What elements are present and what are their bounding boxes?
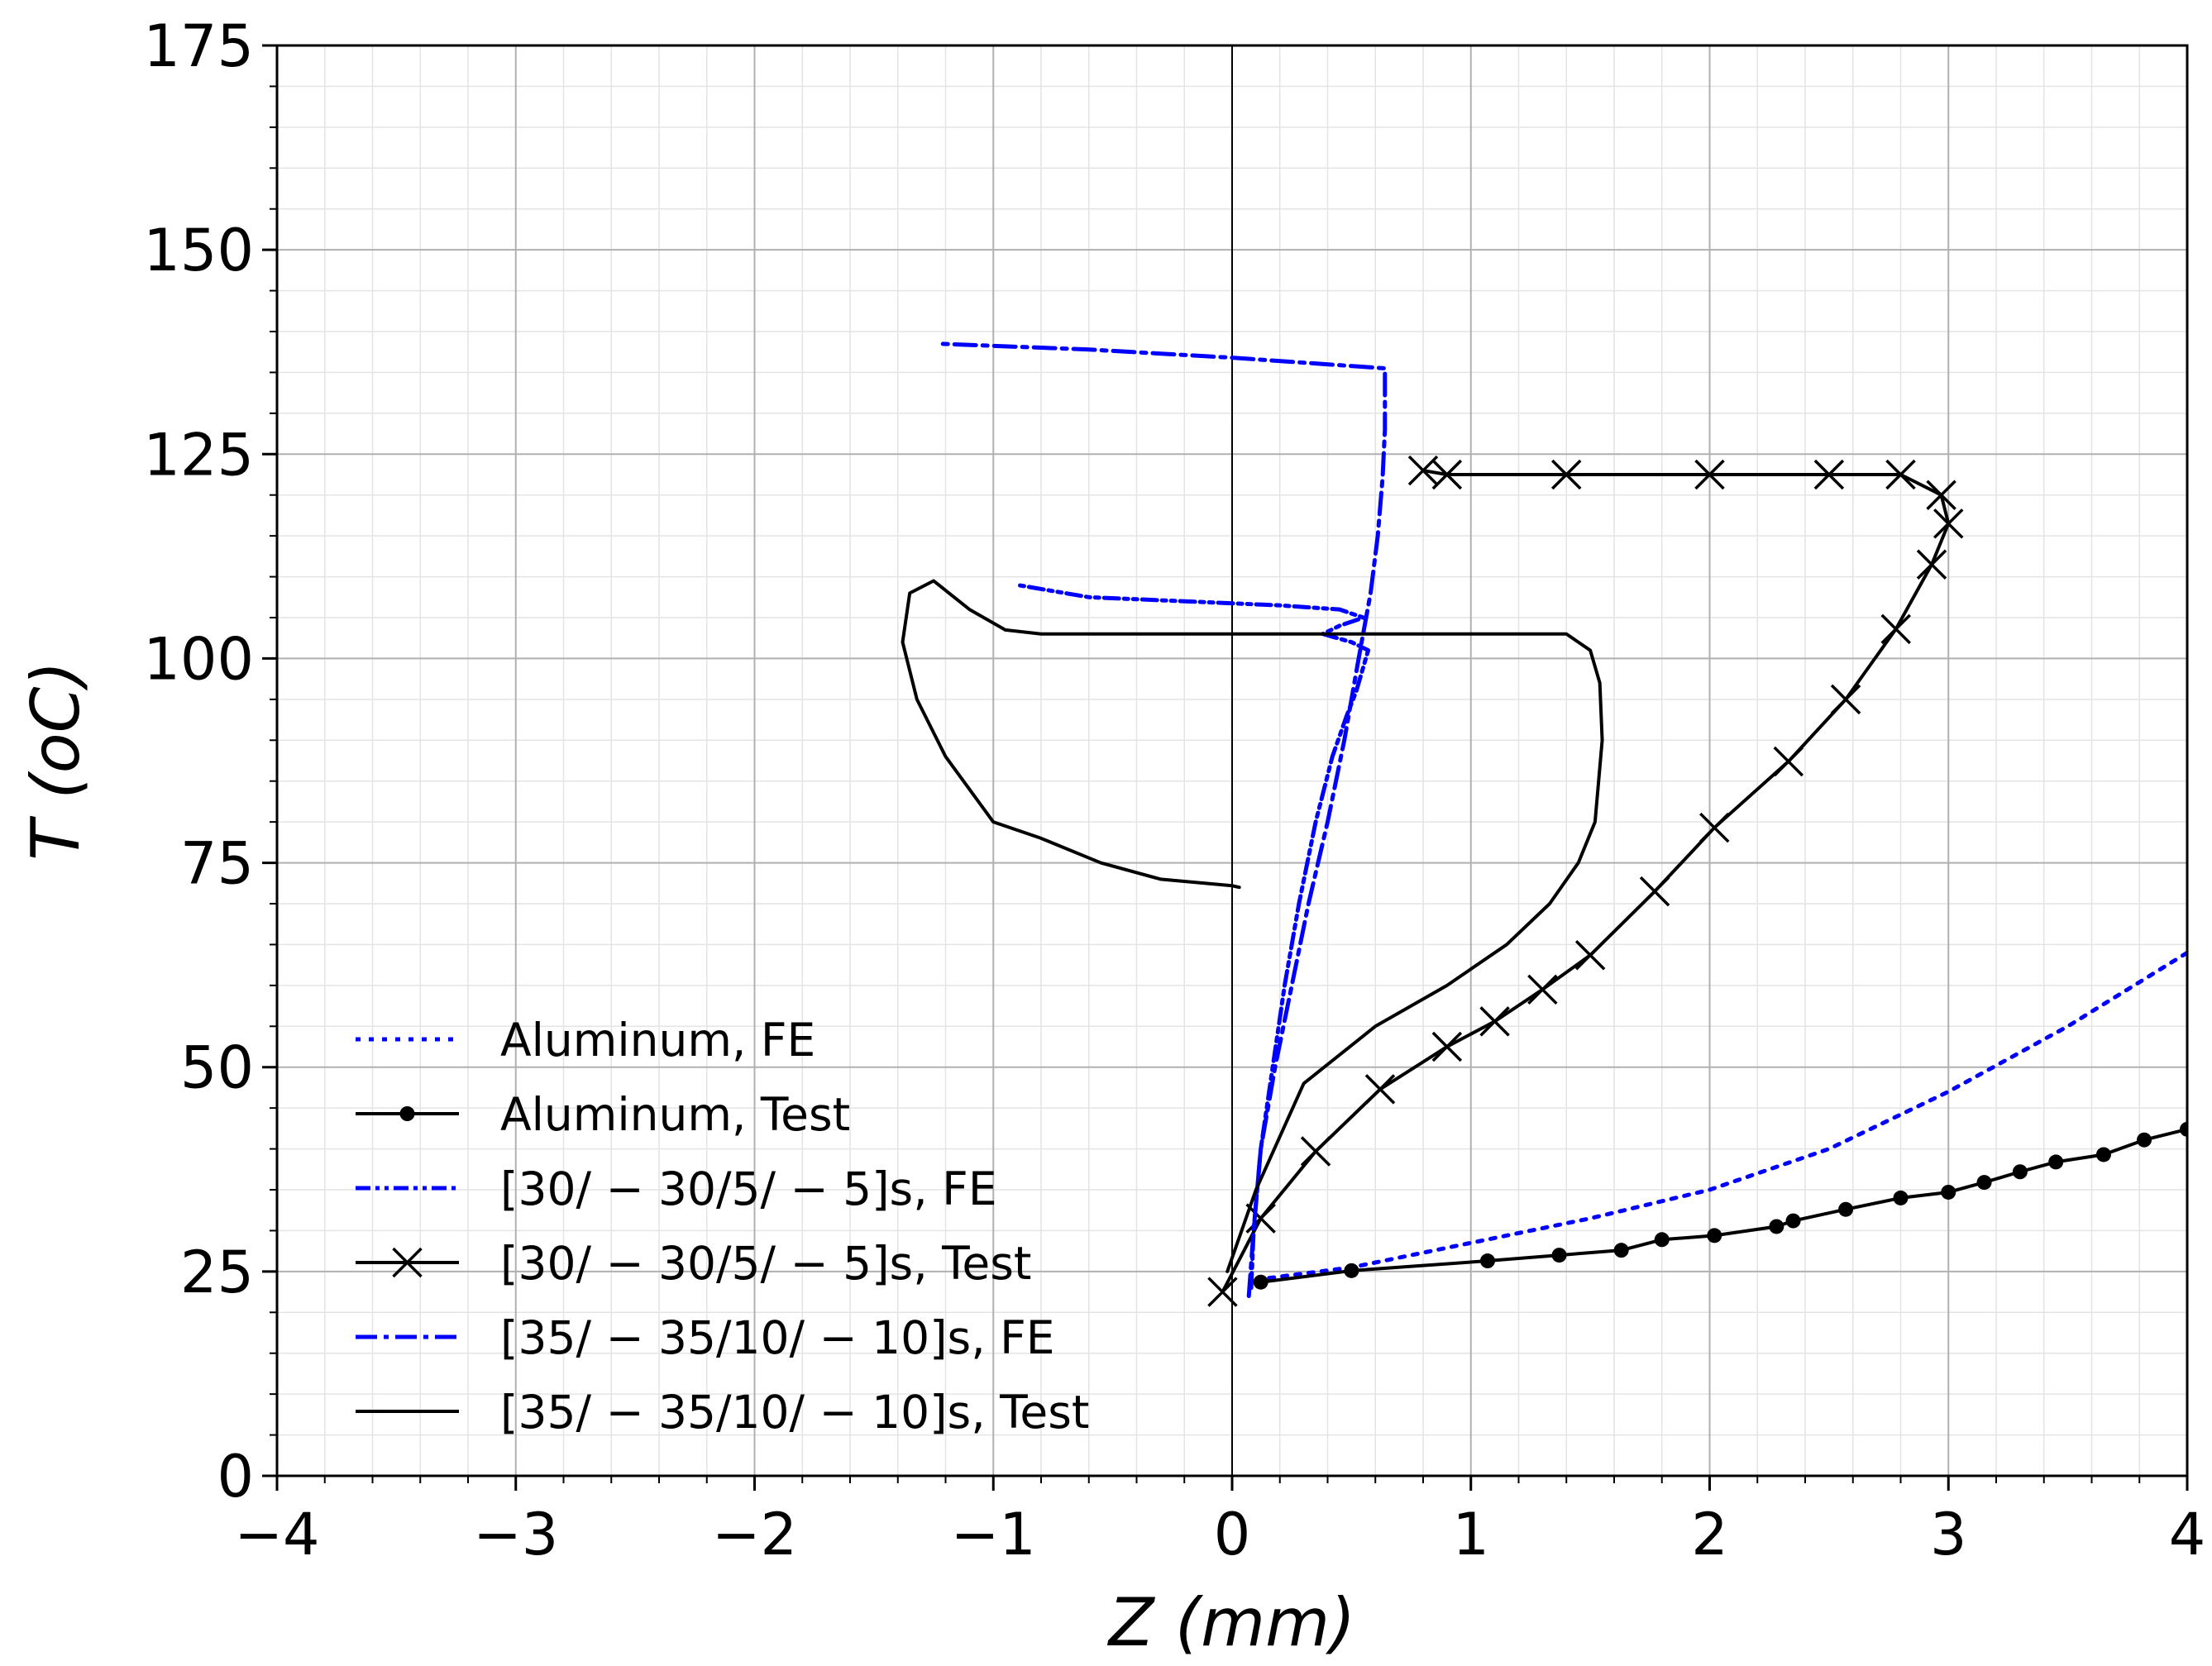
series-5	[901, 579, 1604, 1273]
data-point	[2012, 1164, 2028, 1180]
x-tick-label: −3	[473, 1501, 558, 1568]
y-tick-label: 150	[143, 217, 254, 284]
x-tick-label: −1	[951, 1501, 1036, 1568]
series-3	[1207, 455, 1964, 1307]
series-1	[1253, 1121, 2187, 1290]
data-point	[1694, 459, 1725, 490]
x-axis-ticks: −4 −3 −2 −1 0 1 2 3 4	[234, 1476, 2205, 1568]
data-point	[1838, 1201, 1854, 1217]
series-line-3	[1221, 469, 1951, 1294]
data-point	[1364, 1074, 1396, 1105]
data-point	[2048, 1154, 2064, 1170]
x-tick-label: 3	[1930, 1501, 1967, 1568]
data-point	[1707, 1228, 1722, 1244]
x-tick-label: −2	[712, 1501, 797, 1568]
data-point	[1207, 1277, 1238, 1307]
y-tick-label: 25	[180, 1239, 254, 1306]
data-point	[1639, 876, 1670, 907]
x-tick-label: −4	[234, 1501, 319, 1568]
data-point	[1574, 940, 1606, 971]
data-point	[1245, 1203, 1276, 1234]
y-tick-label: 50	[180, 1034, 254, 1102]
data-point	[1654, 1232, 1670, 1248]
data-point	[1893, 1190, 1909, 1205]
y-tick-label: 0	[217, 1443, 254, 1511]
legend-label-2: [30/ − 30/5/ − 5]s, FE	[500, 1162, 997, 1215]
x-tick-label: 0	[1214, 1501, 1251, 1568]
x-tick-label: 4	[2169, 1501, 2206, 1568]
x-tick-label: 2	[1691, 1501, 1728, 1568]
y-tick-label: 100	[143, 625, 254, 693]
x-tick-label: 1	[1452, 1501, 1489, 1568]
y-axis-ticks: 0 25 50 75 100 125 150 175	[143, 12, 277, 1511]
series-line-4	[939, 341, 1388, 1299]
legend-label-5: [35/ − 35/10/ − 10]s, Test	[500, 1386, 1089, 1439]
data-point	[1773, 746, 1804, 777]
y-tick-label: 75	[180, 830, 254, 898]
series-line-5	[901, 579, 1604, 1273]
legend: Aluminum, FE Aluminum, Test [30/ − 30/5/ −…	[356, 1014, 1089, 1439]
data-point	[1613, 1243, 1629, 1258]
series-line-1	[1259, 1127, 2187, 1284]
data-point	[1551, 1248, 1567, 1263]
legend-label-3: [30/ − 30/5/ − 5]s, Test	[500, 1237, 1032, 1290]
series-layer	[901, 341, 2187, 1307]
y-tick-label: 175	[143, 12, 254, 80]
data-point	[1431, 1031, 1463, 1062]
data-point	[1527, 974, 1558, 1005]
data-point	[1407, 455, 1439, 486]
series-0	[1254, 950, 2187, 1282]
series-line-2	[1015, 582, 1371, 1291]
data-point	[1933, 508, 1964, 539]
data-point	[1885, 459, 1916, 490]
data-point	[2137, 1132, 2152, 1148]
legend-marker-1	[399, 1106, 415, 1121]
data-point	[1699, 812, 1730, 843]
data-point	[1880, 613, 1911, 645]
legend-label-4: [35/ − 35/10/ − 10]s, FE	[500, 1311, 1055, 1364]
legend-marker-3	[392, 1247, 423, 1278]
y-tick-label: 125	[143, 421, 254, 489]
y-axis-label: T (oC)	[17, 661, 94, 861]
data-point	[2095, 1147, 2111, 1162]
data-point	[1785, 1213, 1801, 1229]
data-point	[1253, 1274, 1268, 1290]
series-4	[939, 341, 1388, 1299]
data-point	[1479, 1006, 1510, 1037]
series-line-0	[1254, 950, 2187, 1282]
data-point	[1551, 459, 1582, 490]
data-point	[1769, 1219, 1784, 1234]
data-point	[1813, 459, 1845, 490]
data-point	[1479, 1253, 1495, 1269]
legend-label-0: Aluminum, FE	[500, 1014, 815, 1067]
series-2	[1015, 582, 1371, 1291]
data-point	[1830, 684, 1861, 715]
data-point	[1344, 1263, 1359, 1278]
data-point	[1926, 480, 1956, 510]
data-point	[2180, 1121, 2187, 1137]
data-point	[1300, 1136, 1331, 1167]
data-point	[1916, 549, 1947, 580]
data-point	[1941, 1184, 1956, 1200]
legend-label-1: Aluminum, Test	[500, 1088, 850, 1141]
data-point	[1976, 1175, 1992, 1191]
x-axis-label: Z (mm)	[1107, 1584, 1356, 1661]
